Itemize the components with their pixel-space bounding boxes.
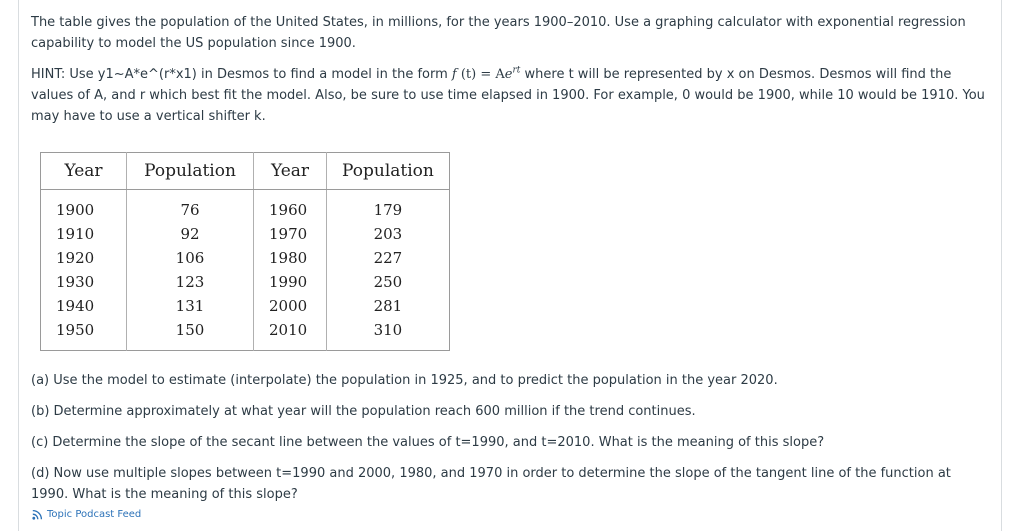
- hint-text-after: where t will be represented by x on Desm…: [31, 67, 985, 124]
- header-population-1: Population: [126, 152, 254, 190]
- header-population-2: Population: [326, 152, 450, 190]
- population-cell: 203: [373, 225, 403, 243]
- formula-equals: = A: [476, 67, 505, 82]
- population-cell: 310: [373, 321, 403, 339]
- hint-formula: f (t) = Aert: [451, 65, 521, 82]
- topic-podcast-feed-link[interactable]: Topic Podcast Feed: [32, 509, 141, 520]
- rss-feed-icon: [32, 509, 43, 520]
- hint-paragraph: HINT: Use y1~A*e^(r*x1) in Desmos to fin…: [31, 64, 989, 127]
- table-row: 1950 150 2010 310: [40, 318, 450, 351]
- question-d: (d) Now use multiple slopes between t=19…: [31, 466, 951, 502]
- formula-exponent: rt: [512, 65, 521, 76]
- population-cell: 150: [126, 318, 254, 351]
- population-cell: 179: [373, 201, 403, 219]
- problem-statement: The table gives the population of the Un…: [31, 12, 989, 127]
- header-year-2: Year: [253, 152, 327, 190]
- year-cell: 1950: [40, 318, 127, 351]
- hint-text-before: HINT: Use y1~A*e^(r*x1) in Desmos to fin…: [31, 67, 452, 82]
- population-cell: 76: [126, 189, 254, 222]
- table-row: 1920 106 1980 227: [40, 246, 450, 270]
- year-cell: 1990: [253, 270, 327, 294]
- formula-argument: (t): [460, 67, 477, 82]
- table-row: 1910 92 1970 203: [40, 222, 450, 246]
- year-cell: 1970: [253, 222, 327, 246]
- questions-list: (a) Use the model to estimate (interpola…: [31, 370, 989, 515]
- year-cell: 1920: [40, 246, 127, 270]
- question-c: (c) Determine the slope of the secant li…: [31, 435, 825, 450]
- population-cell: 106: [126, 246, 254, 270]
- population-cell: 131: [126, 294, 254, 318]
- population-cell: 281: [373, 297, 403, 315]
- year-cell: 1940: [40, 294, 127, 318]
- year-cell: 1980: [253, 246, 327, 270]
- question-b: (b) Determine approximately at what year…: [31, 404, 696, 419]
- intro-paragraph: The table gives the population of the Un…: [31, 15, 966, 51]
- table-row: 1900 76 1960 179: [40, 189, 450, 222]
- population-table: Year Population Year Population 1900 76 …: [40, 152, 450, 351]
- table-header-row: Year Population Year Population: [40, 152, 450, 190]
- formula-base: e: [504, 67, 513, 82]
- year-cell: 1960: [253, 189, 327, 222]
- population-cell: 250: [373, 273, 403, 291]
- discussion-card: The table gives the population of the Un…: [18, 0, 1002, 531]
- formula-function: f: [451, 67, 457, 82]
- header-year-1: Year: [40, 152, 127, 190]
- feed-link-label: Topic Podcast Feed: [47, 509, 142, 520]
- year-cell: 2000: [253, 294, 327, 318]
- question-a: (a) Use the model to estimate (interpola…: [31, 373, 778, 388]
- year-cell: 1910: [40, 222, 127, 246]
- table-row: 1940 131 2000 281: [40, 294, 450, 318]
- population-cell: 227: [373, 249, 403, 267]
- population-cell: 92: [126, 222, 254, 246]
- population-cell: 123: [126, 270, 254, 294]
- year-cell: 1930: [40, 270, 127, 294]
- year-cell: 1900: [40, 189, 127, 222]
- table-row: 1930 123 1990 250: [40, 270, 450, 294]
- year-cell: 2010: [253, 318, 327, 351]
